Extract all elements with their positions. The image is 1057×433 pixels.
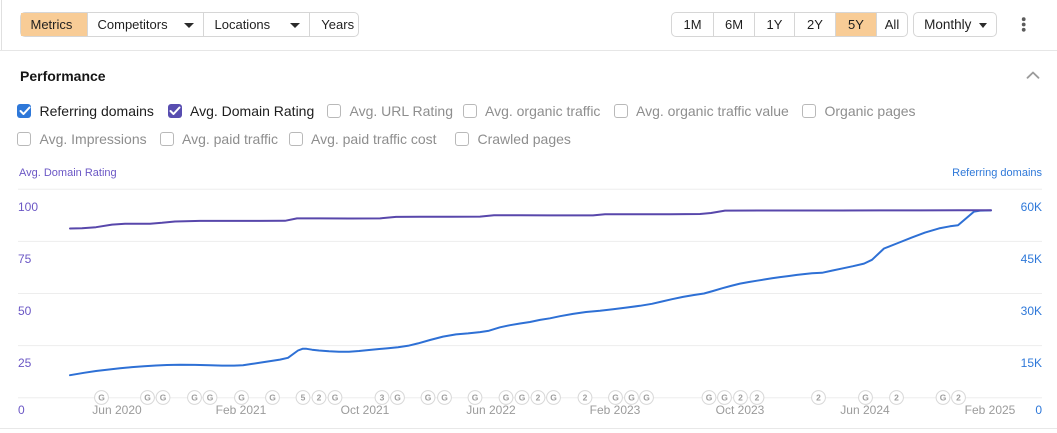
svg-text:G: G [550,393,557,403]
svg-text:G: G [332,393,339,403]
svg-text:3: 3 [380,393,385,403]
svg-text:G: G [643,393,650,403]
svg-text:G: G [472,393,479,403]
svg-text:G: G [519,393,526,403]
svg-text:2: 2 [536,393,541,403]
svg-text:G: G [612,393,619,403]
svg-text:G: G [706,393,713,403]
svg-text:G: G [98,393,105,403]
svg-text:G: G [207,393,214,403]
svg-text:G: G [238,393,245,403]
svg-text:G: G [628,393,635,403]
svg-text:2: 2 [755,393,760,403]
svg-text:G: G [721,393,728,403]
svg-text:G: G [394,393,401,403]
svg-text:G: G [940,393,947,403]
svg-text:2: 2 [956,393,961,403]
svg-text:2: 2 [583,393,588,403]
svg-text:2: 2 [317,393,322,403]
svg-text:G: G [191,393,198,403]
svg-text:5: 5 [301,393,306,403]
svg-text:G: G [441,393,448,403]
svg-text:G: G [425,393,432,403]
svg-text:G: G [269,393,276,403]
svg-text:2: 2 [738,393,743,403]
svg-text:2: 2 [816,393,821,403]
svg-text:G: G [862,393,869,403]
svg-text:G: G [144,393,151,403]
svg-text:G: G [160,393,167,403]
svg-text:2: 2 [894,393,899,403]
svg-text:G: G [503,393,510,403]
